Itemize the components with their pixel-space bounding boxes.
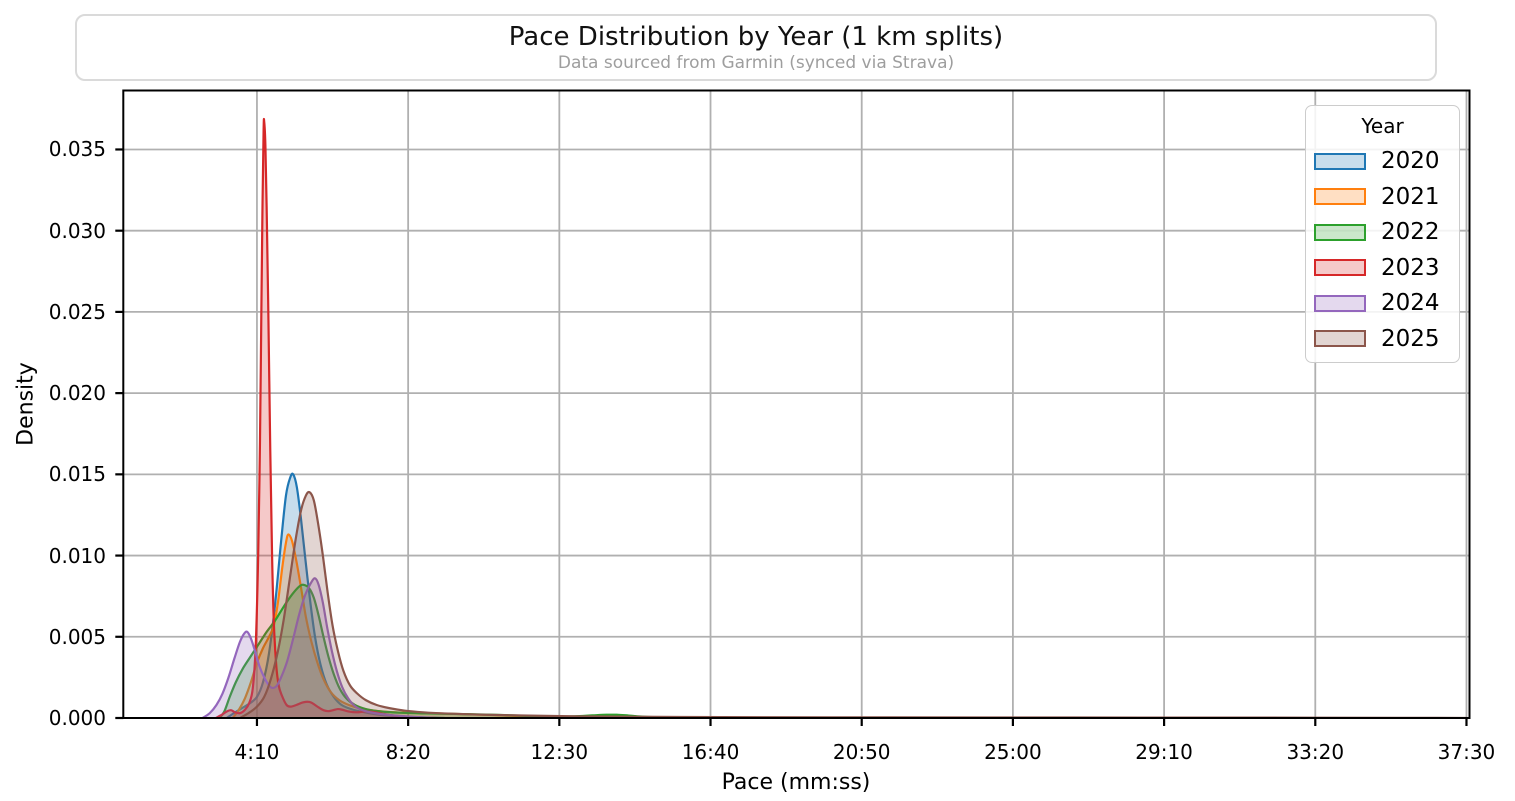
kde-fill-2021 (232, 534, 620, 718)
x-tick-label: 4:10 (234, 740, 280, 764)
chart-subtitle: Data sourced from Garmin (synced via Str… (557, 53, 955, 73)
legend-label-2022: 2022 (1381, 219, 1440, 246)
legend-swatch-2021 (1314, 188, 1366, 206)
kde-fill-2025 (240, 491, 1467, 718)
x-tick-label: 33:20 (1286, 740, 1345, 764)
y-tick-label: 0.005 (48, 624, 106, 649)
y-tick-label: 0.020 (48, 381, 106, 406)
legend-swatch-2024 (1314, 294, 1366, 312)
legend-label-2024: 2024 (1381, 290, 1440, 317)
legend-entry-2020: 2020 (1314, 148, 1455, 174)
legend-label-2020: 2020 (1381, 148, 1440, 174)
y-tick-label: 0.015 (48, 462, 106, 487)
kde-fill-2024 (202, 578, 436, 718)
x-tick-label: 25:00 (984, 740, 1042, 764)
kde-curves (201, 118, 1468, 718)
legend-title: Year (1361, 114, 1404, 138)
x-tick-label: 16:40 (681, 740, 740, 764)
gridlines (123, 90, 1470, 718)
kde-curve-2020 (225, 472, 446, 718)
legend-label-2025: 2025 (1381, 325, 1440, 352)
x-tick-label: 37:30 (1437, 740, 1496, 764)
y-tick-label: 0.010 (48, 543, 106, 568)
x-tick-label: 20:50 (832, 740, 891, 764)
legend-entry-2022: 2022 (1314, 219, 1455, 245)
y-tick-label: 0.000 (48, 706, 106, 730)
kde-curve-2023 (214, 118, 437, 718)
legend-swatch-2025 (1314, 330, 1366, 348)
kde-curve-2024 (201, 577, 437, 718)
x-tick-label: 8:20 (385, 740, 431, 764)
legend-swatch-2023 (1314, 259, 1366, 277)
legend-swatch-2020 (1314, 152, 1366, 170)
axes-frame (115, 89, 1471, 726)
x-tick-label: 12:30 (530, 740, 589, 764)
legend-entry-2021: 2021 (1314, 184, 1455, 210)
y-tick-label: 0.030 (48, 218, 106, 243)
legend-swatch-2022 (1314, 223, 1366, 241)
legend: Year 2020 2021 2022 2023 2024 2025 (1305, 105, 1460, 363)
legend-entries: 2020 2021 2022 2023 2024 2025 (1314, 148, 1455, 352)
x-axis-label: Pace (mm:ss) (721, 770, 871, 795)
legend-label-2021: 2021 (1381, 183, 1440, 210)
y-tick-label: 0.035 (48, 137, 106, 162)
legend-entry-2024: 2024 (1314, 290, 1455, 316)
kde-curve-2025 (238, 490, 1468, 718)
legend-entry-2025: 2025 (1314, 326, 1455, 352)
chart-title: Pace Distribution by Year (1 km splits) (508, 22, 1004, 52)
legend-entry-2023: 2023 (1314, 255, 1455, 281)
legend-label-2023: 2023 (1381, 254, 1440, 281)
kde-fill-2022 (219, 584, 687, 718)
plot-spines (122, 89, 1471, 719)
y-tick-label: 0.025 (48, 299, 106, 324)
chart-title-box: Pace Distribution by Year (1 km splits) … (75, 14, 1437, 81)
kde-fill-2020 (226, 473, 445, 718)
y-axis-label: Density (13, 362, 39, 446)
kde-fill-2023 (215, 119, 436, 718)
x-tick-label: 29:10 (1135, 740, 1193, 764)
